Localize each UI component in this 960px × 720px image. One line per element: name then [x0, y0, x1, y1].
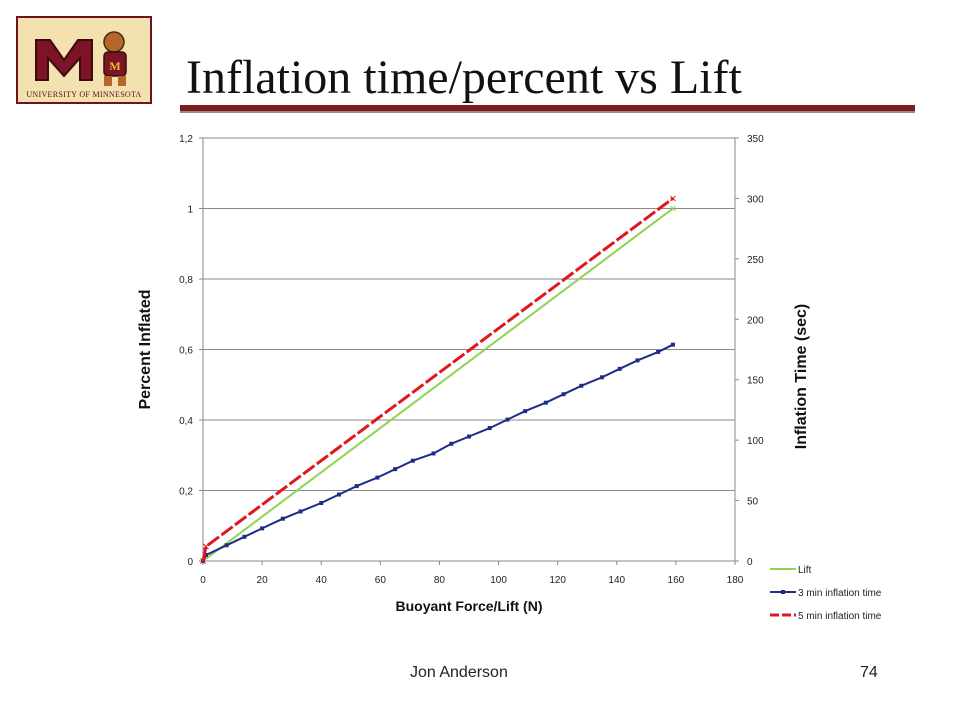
data-point	[410, 458, 415, 463]
y-tick-label: 0,4	[179, 416, 193, 427]
x-tick-label: 40	[316, 575, 328, 586]
y-tick-label: 0,6	[179, 346, 193, 357]
y-tick-label: 0,8	[179, 275, 193, 286]
data-point	[203, 552, 208, 557]
y2-tick-label: 350	[747, 134, 764, 145]
data-point	[670, 342, 675, 347]
data-point	[298, 509, 303, 514]
data-point	[203, 543, 209, 550]
data-point	[200, 558, 206, 564]
series-line	[201, 197, 674, 562]
data-point	[224, 543, 229, 548]
y2-tick-label: 250	[747, 255, 764, 266]
svg-text:M: M	[109, 59, 120, 73]
data-point	[354, 484, 359, 489]
title-rule	[180, 105, 915, 113]
data-point	[543, 400, 548, 405]
data-point	[449, 441, 454, 446]
y2-tick-label: 0	[747, 557, 753, 568]
data-point	[336, 492, 341, 497]
x-tick-label: 100	[490, 575, 507, 586]
legend-label: 3 min inflation time	[798, 588, 882, 599]
gopher-m-icon: M	[35, 31, 127, 86]
x-tick-label: 20	[257, 575, 269, 586]
y2-tick-label: 200	[747, 315, 764, 326]
x-tick-label: 80	[434, 575, 446, 586]
data-point	[431, 451, 436, 456]
data-point	[600, 375, 604, 380]
slide-title: Inflation time/percent vs Lift	[186, 51, 742, 104]
x-tick-label: 160	[668, 575, 685, 586]
y2-tick-label: 50	[747, 497, 759, 508]
data-point	[375, 475, 380, 480]
x-tick-label: 0	[200, 575, 206, 586]
legend: Lift 3 min inflation time 5 min inflation …	[770, 565, 882, 622]
page-number: 74	[860, 664, 878, 681]
x-tick-label: 140	[608, 575, 625, 586]
y2-tick-label: 100	[747, 436, 764, 447]
university-logo: M UNIVERSITY OF MINNESOTA	[16, 16, 152, 104]
y-tick-label: 1	[187, 205, 193, 216]
x-tick-label: 120	[549, 575, 566, 586]
x-tick-label: 60	[375, 575, 387, 586]
logo-label: UNIVERSITY OF MINNESOTA	[26, 90, 142, 99]
y-tick-label: 1,2	[179, 134, 193, 145]
x-tick-label: 180	[727, 575, 744, 586]
y-axis-title: Percent Inflated	[137, 289, 154, 409]
data-point	[260, 526, 265, 531]
data-point	[242, 534, 247, 539]
data-point	[670, 195, 676, 202]
data-point	[487, 426, 492, 431]
y-tick-label: 0,2	[179, 487, 193, 498]
x-axis-title: Buoyant Force/Lift (N)	[396, 598, 543, 614]
y2-tick-label: 150	[747, 376, 764, 387]
y2-axis-title: Inflation Time (sec)	[793, 304, 810, 450]
legend-label: Lift	[798, 565, 812, 576]
data-point	[505, 417, 510, 422]
data-point	[579, 383, 584, 388]
data-point	[319, 500, 324, 505]
legend-marker	[781, 590, 785, 594]
data-point	[617, 366, 622, 371]
data-point	[561, 392, 566, 397]
data-point	[635, 358, 640, 363]
series-lines	[200, 195, 676, 564]
data-point	[670, 205, 676, 212]
data-point	[280, 516, 285, 521]
data-point	[656, 349, 661, 354]
data-point	[467, 434, 471, 439]
y-tick-label: 0	[187, 557, 193, 568]
series-line	[202, 207, 674, 562]
data-point	[393, 467, 398, 472]
axis-ticks: 0 0,2 0,4 0,6 0,8 1 1,2 0 50 100 150 200 250 300 350 0 2…	[179, 134, 764, 586]
data-point	[523, 409, 528, 414]
y2-tick-label: 300	[747, 194, 764, 205]
footer-author: Jon Anderson	[410, 664, 508, 681]
legend-label: 5 min inflation time	[798, 611, 882, 622]
